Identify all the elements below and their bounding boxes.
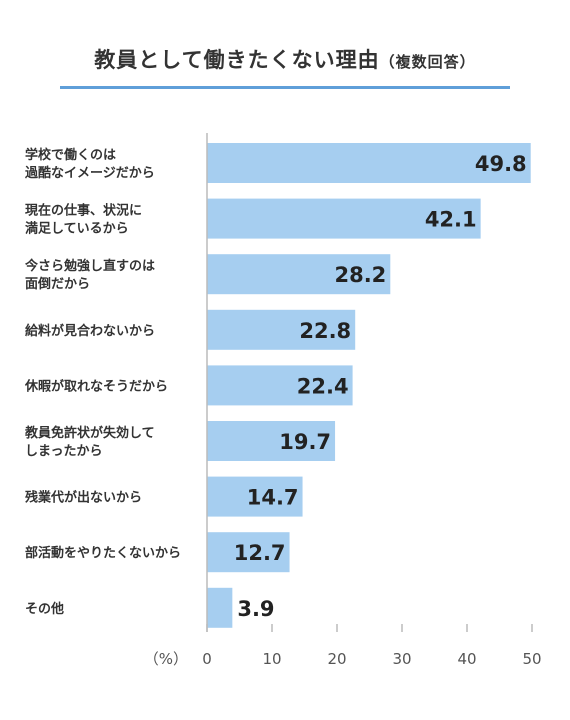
bar-8 <box>207 587 233 628</box>
x-tick-label-2: 20 <box>327 650 346 668</box>
bar-1 <box>207 198 481 239</box>
x-tick-label-1: 10 <box>262 650 281 668</box>
value-labels-group: 49.8 42.1 28.2 22.8 22.4 19.7 14.7 12.7 3.9 <box>234 152 527 621</box>
category-label-3: 給料が見合わないから <box>25 323 155 339</box>
value-label-6: 14.7 <box>247 486 299 510</box>
category-label-5: 教員免許状が失効してしまったから <box>24 425 155 459</box>
category-label-4: 休暇が取れなそうだから <box>24 378 168 394</box>
bar-5 <box>207 421 336 461</box>
value-label-3: 22.8 <box>299 319 351 343</box>
value-label-1: 42.1 <box>425 208 477 232</box>
x-tick-label-4: 40 <box>457 650 476 668</box>
value-label-5: 19.7 <box>279 430 331 454</box>
value-label-4: 22.4 <box>297 374 349 398</box>
category-labels-group: 学校で働くのは過酷なイメージだから現在の仕事、状況に満足しているから今さら勉強し… <box>24 147 181 617</box>
bar-3 <box>207 309 356 350</box>
x-tick-label-0: 0 <box>202 650 212 668</box>
value-label-0: 49.8 <box>475 152 527 176</box>
category-label-0: 学校で働くのは過酷なイメージだから <box>24 147 155 181</box>
chart-title-main: 教員として働きたくない理由 <box>94 48 380 72</box>
bar-4 <box>207 365 353 406</box>
category-label-6: 残業代が出ないから <box>25 490 142 506</box>
x-tick-label-5: 50 <box>522 650 541 668</box>
category-label-7: 部活動をやりたくないから <box>25 545 181 561</box>
x-axis-group: 0 10 20 30 40 50 （%） <box>144 133 542 668</box>
category-label-8: その他 <box>25 601 64 617</box>
chart-title: 教員として働きたくない理由（複数回答） <box>94 48 475 72</box>
title-underline <box>60 86 510 89</box>
bar-7 <box>207 532 290 573</box>
bar-0 <box>207 143 531 183</box>
bars-group <box>207 143 531 628</box>
bar-2 <box>207 254 391 295</box>
chart-title-block: 教員として働きたくない理由（複数回答） <box>60 44 510 74</box>
category-label-2: 今さら勉強し直すのは面倒だから <box>24 258 155 292</box>
x-tick-label-3: 30 <box>392 650 411 668</box>
chart-title-sub: （複数回答） <box>379 53 476 71</box>
bar-6 <box>207 476 303 517</box>
category-label-1: 現在の仕事、状況に満足しているから <box>25 203 142 237</box>
value-label-2: 28.2 <box>334 263 386 287</box>
value-label-7: 12.7 <box>234 541 286 565</box>
value-label-8: 3.9 <box>237 597 274 621</box>
x-axis-unit: （%） <box>144 650 188 668</box>
